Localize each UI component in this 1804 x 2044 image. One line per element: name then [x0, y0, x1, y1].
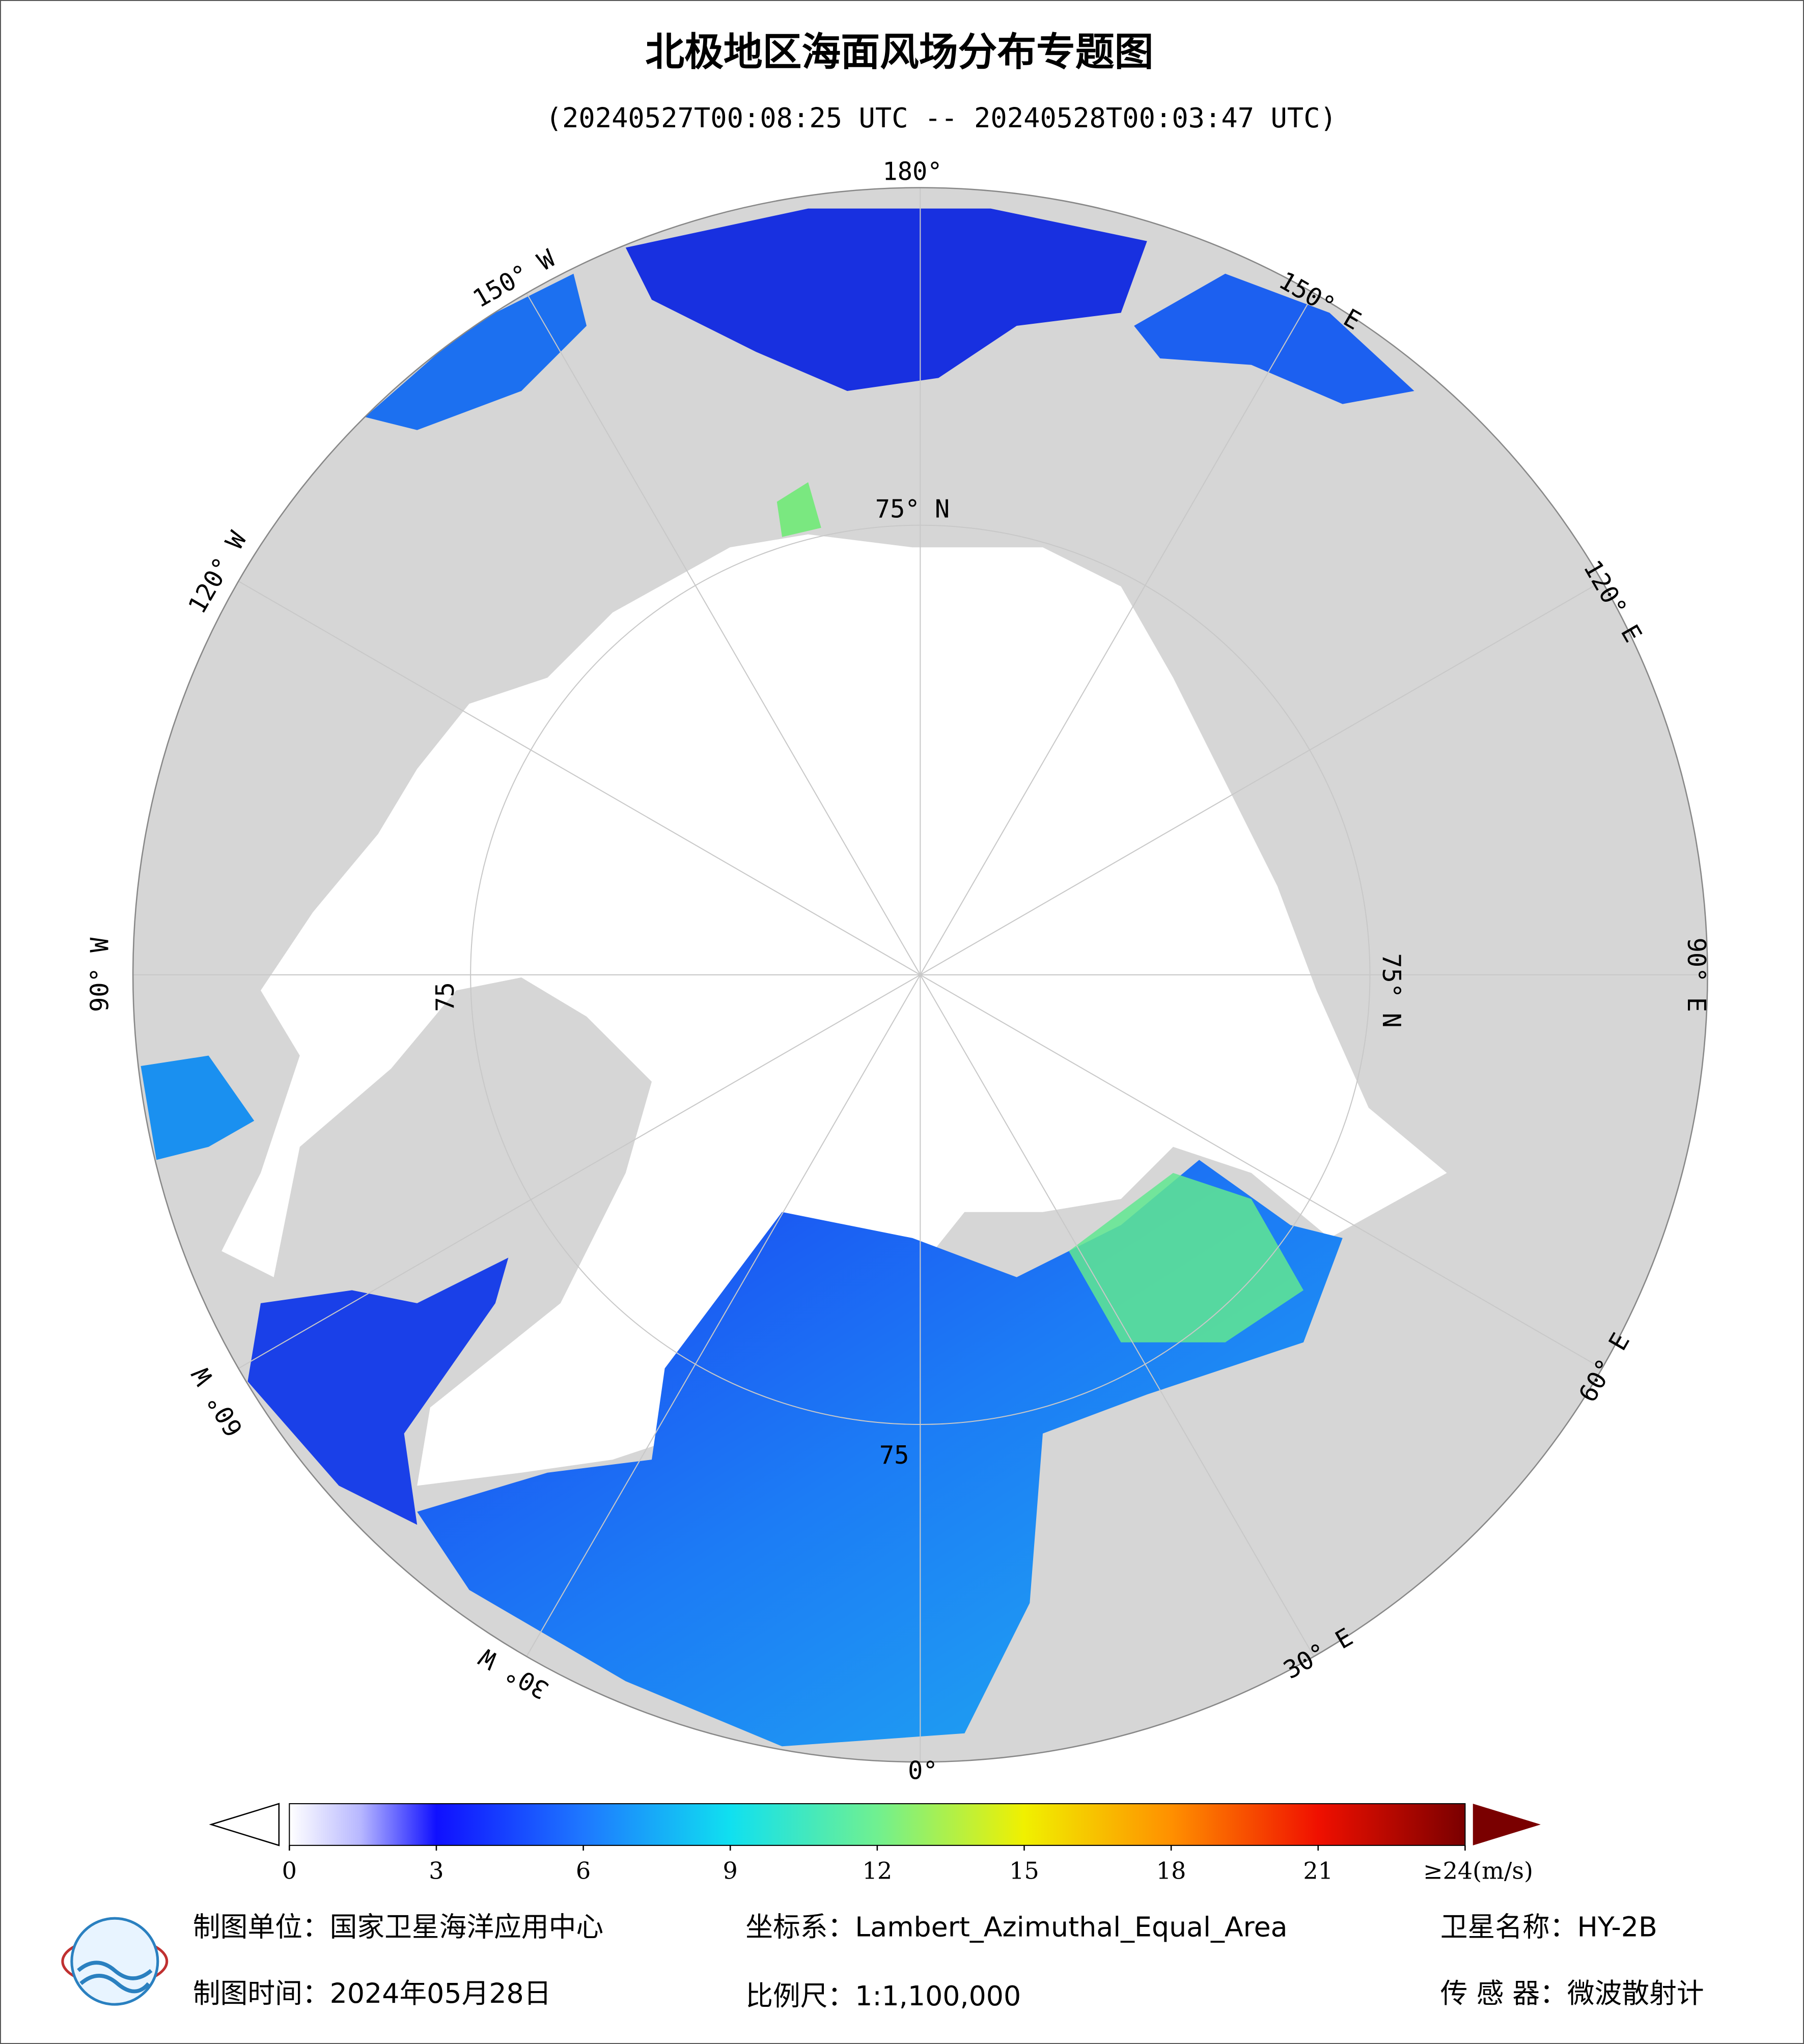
- graticule-label: 0°: [908, 1757, 938, 1785]
- footer-unit: 制图单位：国家卫星海洋应用中心: [193, 1911, 603, 1943]
- graticule-label: 90° W: [86, 937, 115, 1012]
- graticule: [133, 187, 1708, 1762]
- colorbar: 0 3 6 9 12 15 18 21 ≥24(m/s): [209, 1803, 1541, 1885]
- colorbar-tick-label: 12: [863, 1857, 893, 1885]
- colorbar-tick-label: 18: [1156, 1857, 1186, 1885]
- graticule-label: 60° W: [186, 1362, 248, 1441]
- footer-date: 制图时间：2024年05月28日: [193, 1977, 551, 2009]
- wind-field-hudson: [141, 1055, 255, 1160]
- footer-satellite: 卫星名称：HY-2B: [1440, 1911, 1657, 1943]
- map: [133, 187, 1708, 1762]
- wind-field-baffin: [247, 1257, 509, 1525]
- logo: [61, 1917, 169, 2006]
- footer-sensor: 传 感 器：微波散射计: [1440, 1977, 1704, 2009]
- colorbar-gradient: [289, 1803, 1466, 1846]
- colorbar-tick-label: 0: [282, 1857, 297, 1885]
- graticule-label: 75° N: [875, 495, 950, 523]
- subtitle: (20240527T00:08:25 UTC -- 20240528T00:03…: [546, 102, 1337, 134]
- sea-ice: [221, 534, 1447, 1486]
- graticule-label: 75: [431, 982, 460, 1012]
- wind-field-okhotsk: [1134, 273, 1414, 404]
- map-border: [132, 187, 1708, 1763]
- wind-field-patch: [776, 482, 821, 537]
- colorbar-tick-label: 6: [576, 1857, 591, 1885]
- colorbar-under: [209, 1803, 280, 1846]
- colorbar-tick-label: 9: [723, 1857, 738, 1885]
- colorbar-over: [1473, 1803, 1541, 1845]
- colorbar-tick-label: ≥24(m/s): [1423, 1857, 1533, 1885]
- colorbar-tick-label: 21: [1303, 1857, 1333, 1885]
- footer-scale: 比例尺：1:1,100,000: [745, 1980, 1021, 2012]
- graticule-label: 180°: [882, 157, 942, 186]
- title: 北极地区海面风场分布专题图: [645, 30, 1153, 75]
- colorbar-tick-label: 3: [429, 1857, 443, 1885]
- footer-projection: 坐标系：Lambert_Azimuthal_Equal_Area: [745, 1911, 1287, 1943]
- colorbar-tick-label: 15: [1009, 1857, 1039, 1885]
- wind-field-alaska: [365, 273, 587, 430]
- graticule-label: 75: [879, 1441, 909, 1470]
- wind-field-bering: [625, 208, 1147, 391]
- graticule-label: 75° N: [1377, 953, 1405, 1027]
- wind-field-barents: [1069, 1172, 1303, 1342]
- graticule-label: 90° E: [1682, 938, 1710, 1012]
